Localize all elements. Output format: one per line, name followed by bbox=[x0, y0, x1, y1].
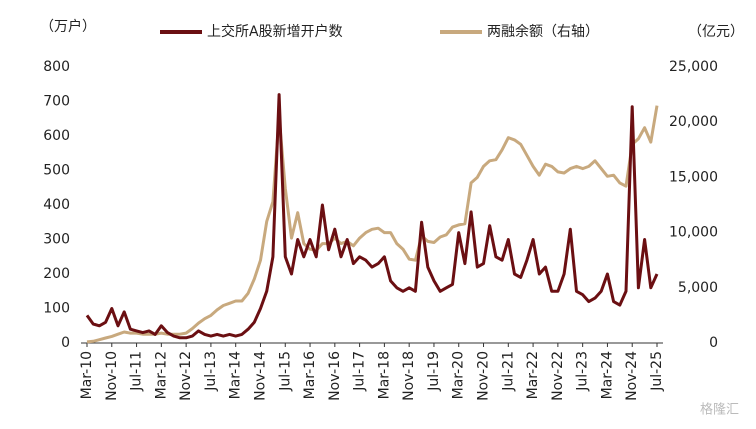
x-tick-label: Nov-16 bbox=[327, 351, 343, 401]
x-tick-label: Jul-15 bbox=[277, 351, 293, 392]
x-tick-label: Nov-18 bbox=[401, 351, 417, 401]
legend-label: 上交所A股新增开户数 bbox=[207, 23, 343, 40]
x-tick-label: Nov-10 bbox=[104, 351, 120, 401]
x-tick-label: Jul-11 bbox=[129, 351, 145, 392]
legend-label: 两融余额（右轴） bbox=[487, 23, 599, 40]
x-tick-label: Mar-22 bbox=[525, 351, 541, 399]
y-tick-label: 700 bbox=[43, 94, 70, 110]
x-tick-label: Jul-25 bbox=[649, 351, 665, 392]
x-tick-label: Mar-14 bbox=[228, 351, 244, 399]
y-tick-label: 800 bbox=[43, 59, 70, 75]
y2-tick-label: 5,000 bbox=[678, 280, 718, 296]
x-tick-label: Jul-21 bbox=[500, 351, 516, 392]
watermark: 格隆汇 bbox=[700, 402, 739, 418]
x-tick-label: Nov-22 bbox=[550, 351, 566, 401]
y-tick-label: 0 bbox=[61, 335, 70, 351]
x-tick-label: Nov-20 bbox=[476, 351, 492, 401]
x-tick-label: Mar-18 bbox=[376, 351, 392, 399]
y2-axis-label: （亿元） bbox=[688, 24, 744, 40]
x-tick-label: Jul-19 bbox=[426, 351, 442, 392]
y2-tick-label: 15,000 bbox=[669, 169, 718, 185]
y-axis-label: （万户） bbox=[40, 18, 96, 35]
x-tick-label: Mar-16 bbox=[302, 351, 318, 399]
x-tick-label: Nov-24 bbox=[624, 351, 640, 401]
x-tick-label: Jul-13 bbox=[203, 351, 219, 392]
series-line bbox=[86, 105, 659, 344]
x-tick-label: Mar-10 bbox=[79, 351, 95, 399]
y2-tick-label: 25,000 bbox=[669, 59, 718, 75]
x-tick-label: Nov-14 bbox=[252, 351, 268, 401]
series-line bbox=[85, 93, 659, 340]
y2-tick-label: 10,000 bbox=[669, 225, 718, 241]
x-tick-label: Jul-17 bbox=[352, 351, 368, 392]
y-tick-label: 400 bbox=[43, 197, 70, 213]
y-tick-label: 200 bbox=[43, 266, 70, 282]
x-tick-label: Mar-20 bbox=[451, 351, 467, 399]
y2-tick-label: 0 bbox=[709, 335, 718, 351]
x-tick-label: Mar-24 bbox=[599, 351, 615, 399]
x-tick-label: Mar-12 bbox=[153, 351, 169, 399]
x-tick-label: Jul-23 bbox=[575, 351, 591, 392]
y-tick-label: 300 bbox=[43, 232, 70, 248]
x-tick-label: Nov-12 bbox=[178, 351, 194, 401]
y2-tick-label: 20,000 bbox=[669, 114, 718, 130]
y-tick-label: 100 bbox=[43, 301, 70, 317]
y-tick-label: 600 bbox=[43, 128, 70, 144]
y-tick-label: 500 bbox=[43, 163, 70, 179]
